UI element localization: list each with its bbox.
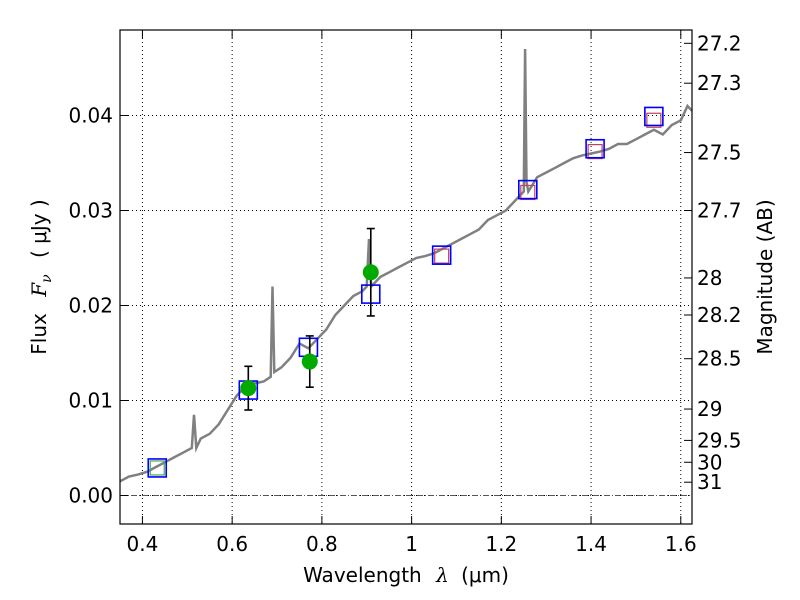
hst-data-point <box>362 264 379 281</box>
observed-photometry-box <box>646 112 662 128</box>
observed-photometry-box <box>587 144 603 160</box>
y2-tick-label: 28.5 <box>697 347 742 371</box>
spectrum-line <box>119 48 693 483</box>
y2-tick-label: 28.2 <box>697 303 742 327</box>
y2-tick-label: 31 <box>697 470 722 494</box>
model-photometry-box <box>585 138 605 159</box>
model-photometry-box <box>518 179 538 200</box>
y2-tick-label: 27.2 <box>697 31 742 55</box>
y-tick-label: 0.01 <box>68 389 113 413</box>
x-tick-label: 1.4 <box>575 532 607 556</box>
y2-axis-label: Magnitude (AB) <box>753 199 777 354</box>
y2-tick-label: 30 <box>697 450 722 474</box>
x-axis-label: Wavelength λ (μm) <box>303 563 509 587</box>
x-tick-label: 0.6 <box>216 532 248 556</box>
y-axis-label-symbol: F <box>27 282 51 298</box>
y2-tick-label: 29 <box>697 397 722 421</box>
y-axis-label-unit: ( μJy ) <box>27 199 51 258</box>
x-axis-label-text: Wavelength <box>303 563 422 587</box>
plot-frame <box>119 29 693 525</box>
y-axis-label-text: Flux <box>27 313 51 355</box>
hst-data-point <box>240 380 257 397</box>
y-tick-label: 0.03 <box>68 199 113 223</box>
x-tick-label: 1 <box>405 532 418 556</box>
model-photometry-box <box>431 245 452 265</box>
y-axis-label: Flux Fν ( μJy ) <box>27 199 56 354</box>
y2-tick-label: 27.3 <box>697 71 742 95</box>
y-axis-label-subscript: ν <box>39 274 55 283</box>
y-tick-label: 0.00 <box>68 484 113 508</box>
axis-ticks: 0.4 0.6 0.8 1 1.2 1.4 1.6 0.00 0.01 0.02 0.03 0.04 2… <box>68 30 742 556</box>
x-axis-label-symbol: λ <box>435 563 449 587</box>
observed-photometry-box <box>520 184 536 201</box>
y-tick-label: 0.04 <box>68 104 113 128</box>
hst-data-point <box>301 353 318 370</box>
y-tick-label: 0.02 <box>68 294 113 318</box>
observed-photometry-box <box>434 248 450 264</box>
x-tick-label: 1.6 <box>665 532 697 556</box>
y2-tick-label: 28 <box>697 266 722 290</box>
model-photometry-box <box>147 458 168 478</box>
observed-photometry-box <box>149 460 165 476</box>
y2-tick-label: 27.5 <box>697 141 742 165</box>
y2-tick-label: 29.5 <box>697 428 742 452</box>
photometry-markers <box>147 106 664 478</box>
x-axis-label-unit: (μm) <box>461 563 509 587</box>
x-tick-label: 0.4 <box>127 532 159 556</box>
model-photometry-box <box>644 106 664 127</box>
x-tick-label: 0.8 <box>306 532 338 556</box>
y2-tick-label: 27.7 <box>697 199 742 223</box>
x-tick-label: 1.2 <box>485 532 517 556</box>
grid-lines <box>120 30 692 524</box>
